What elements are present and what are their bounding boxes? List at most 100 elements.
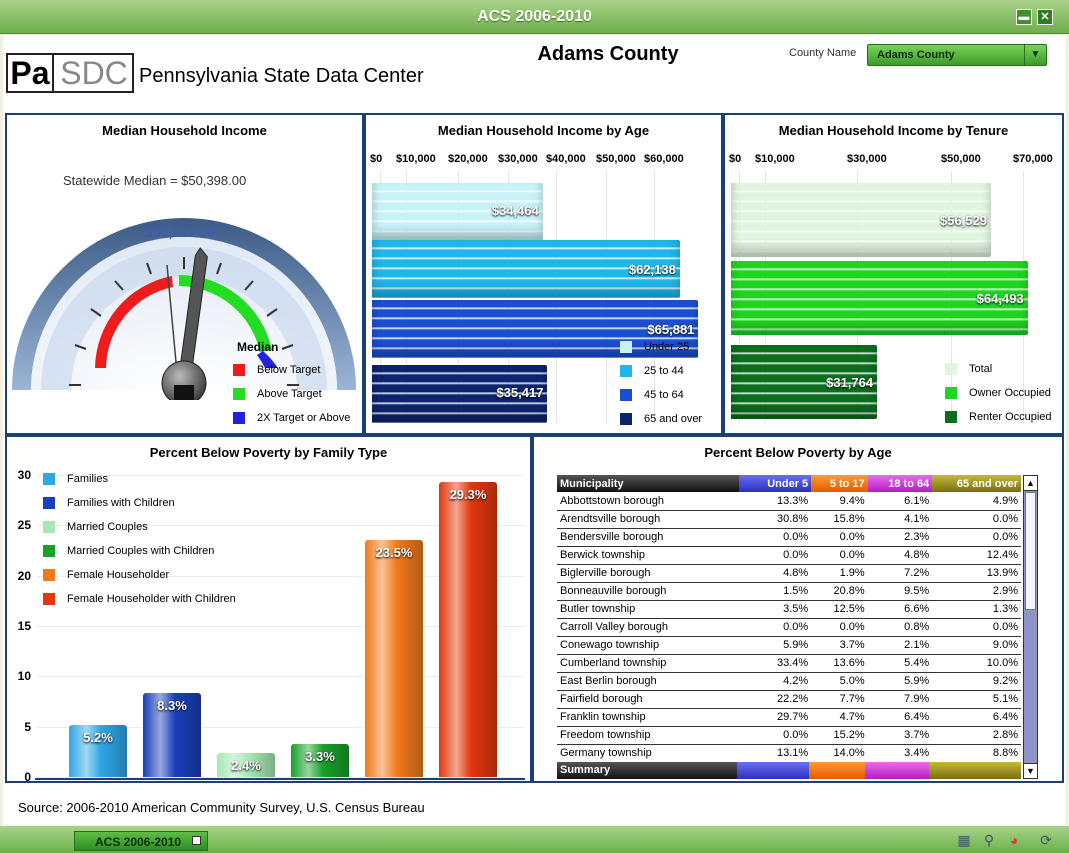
table-row[interactable]: Franklin township 29.7% 4.7% 6.4% 6.4% [557, 708, 1021, 727]
bar-value-label: 8.3% [157, 698, 187, 714]
bar-value-label: $62,138 [628, 262, 676, 277]
bar-45-to-64 [372, 300, 699, 358]
scroll-up-icon[interactable]: ▲ [1024, 476, 1037, 491]
table-scrollbar[interactable]: ▲ ▼ [1023, 475, 1038, 779]
percent-cell: 6.4% [932, 708, 1021, 727]
table-header-row: Municipality Under 5 5 to 17 18 to 64 65… [557, 475, 1021, 492]
x-tick-label: $0 [370, 153, 383, 165]
table-row[interactable]: Arendtsville borough 30.8% 15.8% 4.1% 0.0% [557, 510, 1021, 529]
x-tick-label: $30,000 [498, 153, 538, 165]
legend-swatch [43, 593, 55, 605]
county-name-label: County Name [789, 47, 857, 59]
x-tick-label: $10,000 [396, 153, 436, 165]
search-icon[interactable]: ⚲ [983, 832, 995, 848]
scrollbar-thumb[interactable] [1025, 492, 1036, 610]
window-title: ACS 2006-2010 [477, 8, 592, 25]
bar-under-25 [372, 183, 543, 241]
statewide-median-label: Statewide Median = $50,398.00 [63, 173, 247, 188]
gridline [37, 726, 525, 728]
bar-total [731, 183, 992, 257]
chevron-down-icon[interactable]: ▼ [1024, 45, 1046, 65]
table-row[interactable]: East Berlin borough 4.2% 5.0% 5.9% 9.2% [557, 672, 1021, 691]
bar-value-label: 3.3% [305, 748, 335, 764]
legend-label: 25 to 44 [644, 365, 684, 377]
taskbar-tab-acs[interactable]: ACS 2006-2010 [74, 831, 208, 851]
col-header-5-to-17[interactable]: 5 to 17 [811, 475, 868, 492]
y-tick-label: 0 [24, 770, 31, 784]
x-tick-label: $60,000 [644, 153, 684, 165]
table-row[interactable]: Conewago township 5.9% 3.7% 2.1% 9.0% [557, 636, 1021, 655]
percent-cell: 1.9% [811, 564, 868, 583]
summary-under-5 [737, 762, 809, 779]
county-select[interactable]: Adams County ▼ [867, 44, 1047, 66]
gridline [37, 777, 525, 778]
x-tick-label: $10,000 [755, 153, 795, 165]
refresh-icon[interactable]: ⟳ [1040, 832, 1052, 848]
age-chart-title: Median Household Income by Age [437, 123, 650, 138]
poverty-table: Municipality Under 5 5 to 17 18 to 64 65… [557, 475, 1021, 763]
bar-female-householder-with-children [439, 482, 497, 777]
municipality-cell: East Berlin borough [557, 672, 739, 691]
table-row[interactable]: Biglerville borough 4.8% 1.9% 7.2% 13.9% [557, 564, 1021, 583]
table-row[interactable]: Fairfield borough 22.2% 7.7% 7.9% 5.1% [557, 690, 1021, 709]
scroll-down-icon[interactable]: ▼ [1024, 763, 1037, 778]
percent-cell: 12.5% [811, 600, 868, 619]
legend-swatch [43, 521, 55, 533]
chart-icon[interactable]: ◕ [1009, 832, 1019, 848]
percent-cell: 22.2% [738, 690, 812, 709]
close-icon[interactable]: ✕ [1037, 9, 1053, 25]
table-row[interactable]: Berwick township 0.0% 0.0% 4.8% 12.4% [557, 546, 1021, 565]
table-row[interactable]: Carroll Valley borough 0.0% 0.0% 0.8% 0.0% [557, 618, 1021, 637]
percent-cell: 4.2% [738, 672, 812, 691]
percent-cell: 10.0% [932, 654, 1021, 673]
table-row[interactable]: Germany township 13.1% 14.0% 3.4% 8.8% [557, 744, 1021, 763]
x-tick-label: $50,000 [596, 153, 636, 165]
percent-cell: 15.8% [811, 510, 868, 529]
bar-married-couples [217, 752, 275, 777]
legend-swatch [620, 389, 632, 401]
grid-view-icon[interactable]: ▦ [957, 832, 971, 848]
county-select-value: Adams County [877, 49, 955, 61]
municipality-cell: Fairfield borough [557, 690, 739, 709]
legend-label: Female Householder [67, 569, 170, 581]
percent-cell: 15.2% [811, 726, 868, 745]
legend-label: Families [67, 473, 108, 485]
legend-label: Families with Children [67, 497, 175, 509]
col-header-municipality[interactable]: Municipality [557, 475, 739, 492]
bar-married-couples-with-children [291, 743, 349, 777]
minimize-icon[interactable]: ▬ [1016, 9, 1032, 25]
percent-cell: 0.0% [738, 528, 812, 547]
dashboard-content: Pa SDC Pennsylvania State Data Center Ad… [3, 35, 1066, 825]
table-row[interactable]: Bonneauville borough 1.5% 20.8% 9.5% 2.9% [557, 582, 1021, 601]
summary-5-to-17 [809, 762, 865, 779]
percent-cell: 5.4% [867, 654, 933, 673]
table-row[interactable]: Butler township 3.5% 12.5% 6.6% 1.3% [557, 600, 1021, 619]
table-row[interactable]: Bendersville borough 0.0% 0.0% 2.3% 0.0% [557, 528, 1021, 547]
x-tick-label: $20,000 [448, 153, 488, 165]
age-chart-panel: Median Household Income by Age $0 $10,000… [364, 113, 723, 435]
municipality-cell: Bendersville borough [557, 528, 739, 547]
col-header-under-5[interactable]: Under 5 [738, 475, 812, 492]
gauge-hub [161, 360, 207, 400]
municipality-cell: Conewago township [557, 636, 739, 655]
municipality-cell: Arendtsville borough [557, 510, 739, 529]
tenure-chart-panel: Median Household Income by Tenure $0 $10,… [723, 113, 1064, 435]
table-row[interactable]: Abbottstown borough 13.3% 9.4% 6.1% 4.9% [557, 492, 1021, 511]
col-header-18-to-64[interactable]: 18 to 64 [867, 475, 933, 492]
legend-swatch [43, 545, 55, 557]
col-header-65-and-over[interactable]: 65 and over [932, 475, 1021, 492]
percent-cell: 9.4% [811, 492, 868, 511]
bar-value-label: $35,417 [496, 385, 544, 400]
table-row[interactable]: Cumberland township 33.4% 13.6% 5.4% 10.0% [557, 654, 1021, 673]
municipality-cell: Germany township [557, 744, 739, 763]
gauge-panel: Median Household Income Statewide Median… [5, 113, 364, 435]
tab-close-icon[interactable] [192, 836, 201, 845]
gauge-legend-title: Median [237, 340, 279, 354]
percent-cell: 1.3% [932, 600, 1021, 619]
table-row[interactable]: Freedom township 0.0% 15.2% 3.7% 2.8% [557, 726, 1021, 745]
org-name: Pennsylvania State Data Center [139, 65, 424, 87]
municipality-cell: Cumberland township [557, 654, 739, 673]
status-bar: ACS 2006-2010 ▦ ⚲ ◕ ⟳ [0, 826, 1069, 853]
x-tick-label: $40,000 [546, 153, 586, 165]
municipality-cell: Biglerville borough [557, 564, 739, 583]
